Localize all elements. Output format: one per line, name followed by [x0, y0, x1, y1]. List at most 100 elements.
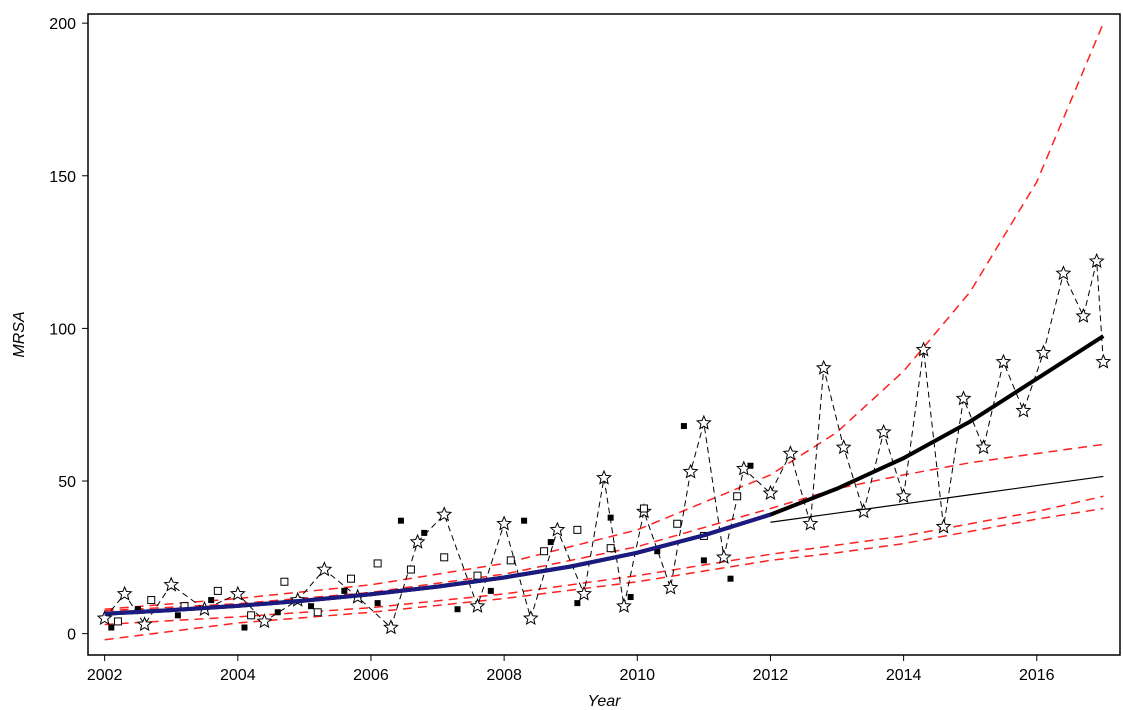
star-marker — [975, 439, 992, 455]
filled-square-marker — [134, 606, 141, 613]
hollow-square-marker — [373, 559, 382, 568]
filled-square-marker — [574, 600, 581, 607]
star-marker — [1015, 402, 1032, 418]
star-marker — [1095, 353, 1112, 369]
star-marker — [875, 423, 892, 439]
x-tick-label: 2010 — [619, 667, 655, 684]
filled-square-marker — [397, 517, 404, 524]
hollow-square-marker — [440, 553, 449, 562]
hollow-square-marker — [280, 577, 289, 586]
star-marker — [682, 463, 699, 479]
star-marker — [496, 515, 513, 531]
series-exponential-fit-observed-range — [104, 512, 772, 616]
filled-square-marker — [700, 557, 707, 564]
hollow-square-marker — [573, 525, 582, 534]
plot-frame — [87, 13, 1121, 656]
filled-square-marker — [308, 603, 315, 610]
star-marker — [383, 619, 399, 635]
star-marker — [116, 585, 133, 601]
filled-square-marker — [274, 609, 281, 616]
star-marker — [136, 616, 153, 632]
filled-square-marker — [108, 624, 115, 631]
x-tick-label: 2004 — [220, 667, 256, 684]
x-tick-label: 2008 — [486, 667, 522, 684]
star-marker — [596, 469, 612, 485]
x-tick-label: 2006 — [353, 667, 389, 684]
x-tick-label: 2016 — [1019, 667, 1055, 684]
filled-square-marker — [547, 539, 554, 546]
star-marker — [229, 585, 246, 601]
star-marker — [782, 445, 799, 461]
x-tick-label: 2014 — [886, 667, 922, 684]
filled-square-marker — [454, 606, 461, 613]
hollow-square-marker — [113, 617, 122, 626]
series-layer — [96, 22, 1112, 641]
series-dashed-upper-prediction-band — [104, 22, 1105, 610]
y-axis-title: MRSA — [11, 311, 28, 357]
y-tick-label: 100 — [49, 321, 76, 338]
star-marker — [1055, 265, 1072, 281]
star-marker — [695, 414, 712, 430]
star-marker — [576, 585, 592, 601]
filled-square-marker — [727, 575, 734, 582]
filled-square-marker — [341, 587, 348, 594]
filled-square-marker — [747, 462, 754, 469]
star-marker — [469, 597, 486, 613]
hollow-square-marker — [639, 504, 648, 513]
star-marker — [815, 359, 832, 375]
filled-square-marker — [521, 517, 528, 524]
star-marker — [835, 439, 852, 455]
hollow-square-marker — [247, 611, 256, 620]
star-marker — [256, 613, 273, 629]
hollow-square-marker — [606, 544, 615, 553]
star-marker — [995, 353, 1012, 369]
filled-square-marker — [421, 529, 428, 536]
hollow-square-marker — [406, 565, 415, 574]
series-dashed-upper-confidence-band — [104, 443, 1104, 612]
star-marker — [409, 533, 426, 549]
filled-square-marker — [374, 600, 381, 607]
hollow-square-marker — [673, 519, 682, 528]
star-marker — [935, 518, 952, 534]
hollow-square-marker — [313, 608, 322, 617]
hollow-square-marker — [540, 547, 549, 556]
filled-square-marker — [208, 597, 215, 604]
star-marker — [163, 576, 180, 592]
star-marker — [855, 503, 872, 519]
star-marker — [662, 579, 679, 595]
hollow-square-marker — [346, 574, 355, 583]
star-marker — [1075, 307, 1092, 323]
filled-square-marker — [627, 594, 634, 601]
star-marker — [436, 506, 453, 522]
star-marker — [96, 610, 113, 626]
x-axis-title: Year — [588, 693, 622, 710]
hollow-square-marker — [506, 556, 515, 565]
x-tick-label: 2002 — [87, 667, 123, 684]
series-linear-projection — [770, 475, 1104, 523]
star-marker — [955, 390, 972, 406]
star-marker — [915, 341, 932, 357]
hollow-square-marker — [213, 586, 222, 595]
star-marker — [802, 515, 819, 531]
filled-square-marker — [680, 423, 687, 430]
filled-square-marker — [487, 587, 494, 594]
y-tick-label: 50 — [58, 474, 76, 491]
filled-square-marker — [174, 612, 181, 619]
axes-layer: 2002 2004 2006 2008 2010 2012 2014 2016 0 50 100 15… — [49, 16, 1054, 684]
y-tick-label: 0 — [67, 627, 76, 644]
series-dashed-lower-band-2 — [104, 507, 1104, 641]
star-marker — [316, 561, 333, 577]
hollow-square-marker — [733, 492, 742, 501]
hollow-square-marker — [147, 596, 156, 605]
y-tick-label: 150 — [49, 169, 76, 186]
star-marker — [616, 597, 632, 613]
star-marker — [522, 610, 539, 626]
star-marker — [549, 521, 566, 537]
star-marker — [1035, 344, 1052, 360]
star-marker — [895, 488, 912, 503]
star-marker — [762, 484, 779, 500]
filled-square-marker — [241, 624, 248, 631]
hollow-square-marker — [473, 571, 482, 580]
x-tick-label: 2012 — [753, 667, 789, 684]
